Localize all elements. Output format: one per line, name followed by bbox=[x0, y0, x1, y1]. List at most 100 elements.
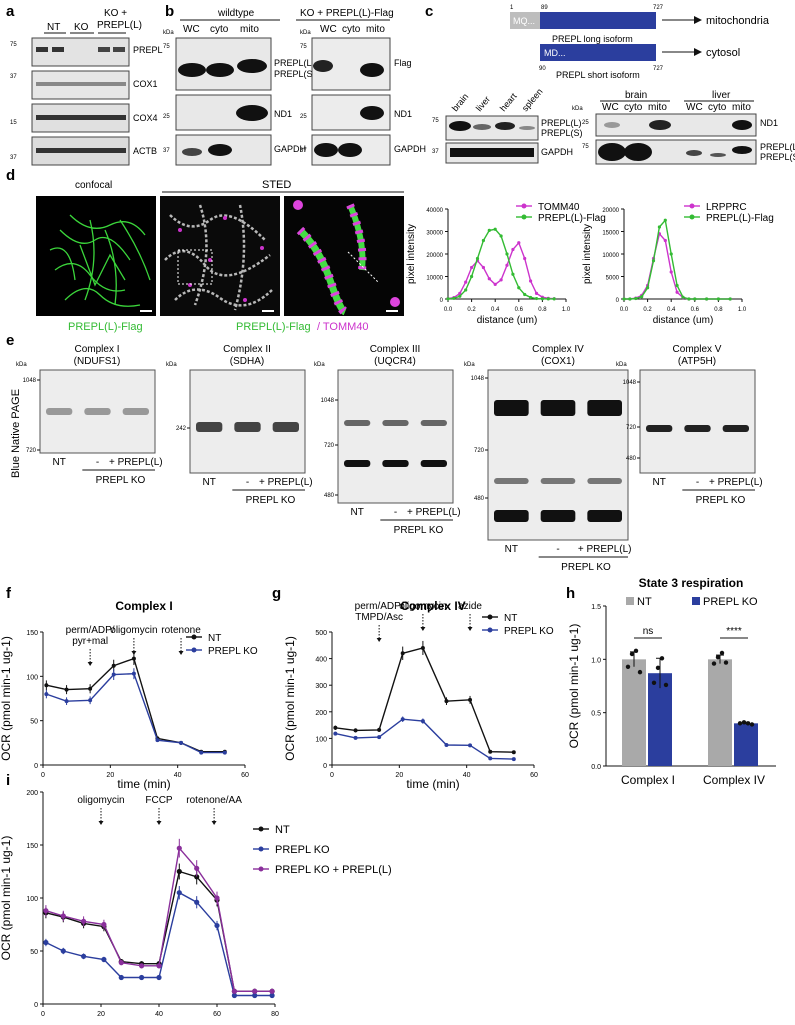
annotation-label: oligomycin bbox=[77, 795, 124, 806]
caption-prepl-sted: PREPL(L)-Flag bbox=[236, 321, 311, 333]
lane-label-rescue: + PREPL(L) bbox=[709, 477, 763, 488]
complex-title: Complex II bbox=[223, 344, 271, 355]
data-point bbox=[663, 218, 667, 222]
data-point bbox=[488, 749, 493, 754]
data-point bbox=[156, 974, 162, 981]
panel-label-b: b bbox=[165, 3, 174, 20]
data-point bbox=[139, 963, 145, 969]
data-point bbox=[420, 645, 425, 650]
lane-label-nt: NT bbox=[202, 477, 215, 488]
band bbox=[722, 425, 749, 432]
label-confocal: confocal bbox=[75, 180, 112, 191]
label-prepl-ko: PREPL KO bbox=[696, 495, 746, 506]
data-point bbox=[511, 750, 516, 755]
kda-mark: 1048 bbox=[471, 376, 485, 382]
blot-nd1 bbox=[595, 113, 757, 137]
annotation-label: perm/ADP/ bbox=[66, 625, 115, 636]
legend-marker bbox=[521, 214, 527, 220]
band bbox=[732, 146, 752, 154]
annotation-arrow-head bbox=[420, 627, 426, 631]
data-point bbox=[470, 265, 474, 270]
lane-label-wc: WC bbox=[602, 102, 619, 113]
legend-label: LRPPRC bbox=[706, 202, 747, 213]
long-prefix: MQ... bbox=[513, 16, 535, 26]
row-label-gapdh: GAPDH bbox=[541, 147, 573, 157]
band bbox=[272, 422, 299, 432]
lane-label-rescue: + PREPL(L) bbox=[259, 477, 313, 488]
kda-mark: 480 bbox=[626, 456, 637, 462]
data-point bbox=[231, 992, 237, 999]
data-point bbox=[629, 651, 635, 657]
category-label: Complex I bbox=[621, 773, 675, 787]
row-label-prepl-l: PREPL(L) bbox=[541, 118, 582, 128]
y-tick-label: 0 bbox=[616, 298, 620, 304]
data-point bbox=[745, 721, 751, 726]
legend-marker bbox=[689, 203, 695, 209]
x-tick-label: 20 bbox=[97, 1011, 105, 1018]
band bbox=[587, 400, 622, 416]
confocal-network bbox=[49, 214, 151, 307]
data-point bbox=[719, 650, 725, 656]
y-tick-label: 1.5 bbox=[591, 604, 601, 611]
annotation-arrow-head bbox=[98, 821, 104, 825]
legend-label: PREPL KO bbox=[703, 596, 758, 608]
data-point bbox=[511, 247, 515, 252]
x-tick-label: 1.0 bbox=[562, 307, 571, 313]
row-label-prepl-s: PREPL(S) bbox=[541, 128, 583, 138]
band bbox=[420, 420, 447, 426]
lane-label-nt: NT bbox=[47, 22, 60, 33]
panel-e-bn-page: Blue Native PAGE Complex I(NDUFS1) kDa 104… bbox=[10, 344, 763, 573]
lane-label-ko: KO bbox=[74, 22, 89, 33]
band bbox=[449, 121, 471, 131]
data-point bbox=[155, 738, 160, 743]
lane-label-wc: WC bbox=[183, 24, 200, 35]
data-point bbox=[505, 252, 509, 256]
band bbox=[182, 148, 202, 156]
y-tick-label: 1.0 bbox=[591, 657, 601, 664]
band bbox=[382, 420, 409, 426]
kda-mark: 720 bbox=[26, 448, 37, 454]
data-point bbox=[475, 256, 480, 261]
y-tick-label: 100 bbox=[315, 736, 327, 743]
data-point bbox=[81, 918, 87, 924]
kda-mark: 1048 bbox=[623, 380, 637, 386]
series-line bbox=[624, 232, 731, 300]
band bbox=[495, 122, 515, 130]
lane-label-nt: NT bbox=[52, 457, 65, 468]
kda-label: kDa bbox=[616, 362, 627, 368]
bar bbox=[622, 659, 646, 766]
band bbox=[382, 460, 409, 467]
y-tick-label: 30000 bbox=[426, 231, 443, 237]
band bbox=[208, 144, 232, 156]
x-tick-label: 0.0 bbox=[444, 307, 453, 313]
data-point bbox=[633, 648, 639, 653]
data-point bbox=[377, 735, 382, 740]
data-point bbox=[625, 664, 631, 669]
lane-label-nt: NT bbox=[505, 544, 518, 555]
blot-nd1-wt bbox=[175, 94, 272, 131]
y-tick-label: 400 bbox=[315, 657, 327, 664]
data-point bbox=[468, 697, 473, 702]
data-point bbox=[741, 720, 747, 725]
row-label-flag: Flag bbox=[394, 58, 412, 68]
x-tick-label: 1.0 bbox=[738, 307, 747, 313]
panel-label-c: c bbox=[425, 3, 433, 20]
lane-label-wc: WC bbox=[686, 102, 703, 113]
significance-label: ns bbox=[643, 626, 654, 637]
row-label-gapdh: GAPDH bbox=[274, 144, 306, 154]
kda-mark: 25 bbox=[582, 120, 589, 126]
data-point bbox=[693, 297, 697, 301]
annotation-arrow-head bbox=[131, 651, 137, 655]
band bbox=[314, 143, 338, 157]
x-axis-label: time (min) bbox=[117, 777, 170, 791]
legend-marker bbox=[487, 627, 493, 633]
chart-h-state3: State 3 respiration 0.0 0.5 1.0 1.5 OCR (pmol… bbox=[567, 576, 776, 787]
y-tick-label: 5000 bbox=[606, 276, 620, 282]
data-point bbox=[637, 669, 643, 675]
short-isoform-box bbox=[540, 44, 656, 61]
legend-swatch bbox=[626, 597, 634, 605]
data-point bbox=[400, 651, 405, 656]
y-tick-label: 300 bbox=[315, 683, 327, 690]
data-point bbox=[353, 728, 358, 733]
band bbox=[710, 153, 726, 157]
